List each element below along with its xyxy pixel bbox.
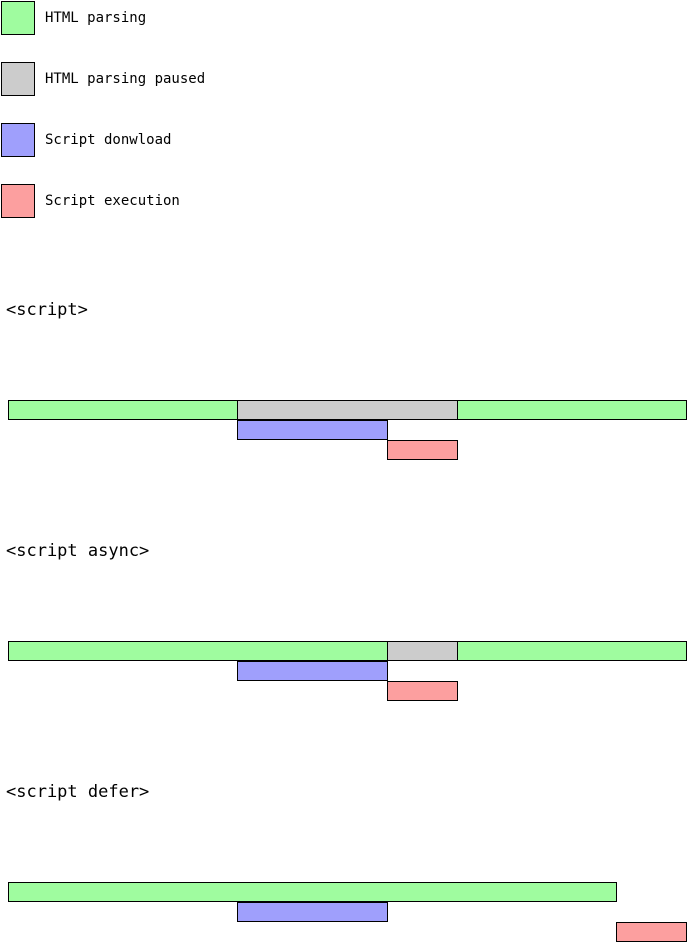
parsing-bar [8,400,238,420]
legend-swatch-download [1,123,35,157]
parsing-bar [457,400,687,420]
section-title-script-defer: <script defer> [6,782,150,802]
parsing-bar [457,641,687,661]
download-bar [237,420,388,440]
legend-swatch-parsing [1,1,35,35]
download-bar [237,661,388,681]
legend-label-execution: Script execution [45,193,180,209]
legend-label-paused: HTML parsing paused [45,71,206,87]
legend-label-parsing: HTML parsing [45,10,147,26]
parsing-bar [8,882,617,902]
execution-bar [616,922,687,942]
execution-bar [387,440,458,460]
section-title-script-async: <script async> [6,541,150,561]
paused-bar [237,400,458,420]
legend-swatch-execution [1,184,35,218]
parsing-bar [8,641,388,661]
execution-bar [387,681,458,701]
section-title-script: <script> [6,300,88,320]
legend-label-download: Script donwload [45,132,172,148]
legend-swatch-paused [1,62,35,96]
paused-bar [387,641,458,661]
download-bar [237,902,388,922]
